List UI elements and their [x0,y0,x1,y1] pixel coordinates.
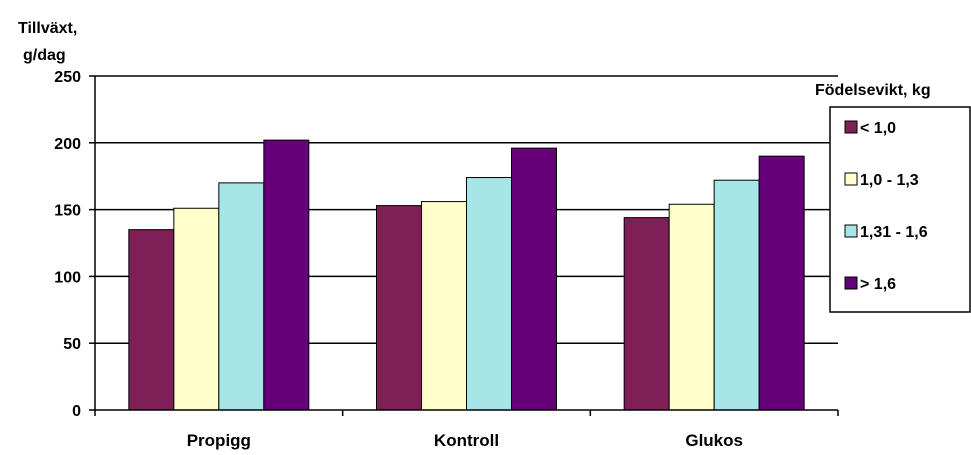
bar [376,205,422,411]
y-tick-label: 150 [54,203,81,220]
legend-swatch [844,172,858,186]
bar [263,139,310,411]
category-labels: Propigg Kontroll Glukos [187,431,743,450]
bar [668,203,715,411]
bars [128,139,805,411]
legend-swatch [844,224,858,238]
y-tick-label: 50 [63,336,81,353]
y-tick-label: 200 [54,136,81,153]
legend-label: 1,31 - 1,6 [860,224,928,241]
y-tick-label: 0 [72,403,81,420]
y-tick-label: 250 [54,69,81,86]
y-tick-label: 100 [54,269,81,286]
category-label: Propigg [187,431,251,450]
y-axis-label-line1: Tillväxt, [18,20,77,37]
y-axis-label-line2: g/dag [23,47,66,64]
bar [466,177,512,411]
legend-swatch [844,276,858,290]
bar [713,179,760,411]
legend-label: 1,0 - 1,3 [860,172,919,189]
bar [173,207,220,411]
legend-label: > 1,6 [860,276,896,293]
bar [218,182,265,411]
bar [128,229,175,411]
y-tick-labels: 0 50 100 150 200 250 [54,69,81,420]
legend-swatch [844,120,858,134]
category-label: Kontroll [434,431,499,450]
bar [511,147,557,411]
axes [89,75,839,416]
legend-label: < 1,0 [860,120,896,137]
legend-title: Födelsevikt, kg [815,82,931,99]
bar [421,201,467,411]
bar [758,155,805,411]
legend: < 1,0 1,0 - 1,3 1,31 - 1,6 > 1,6 [844,120,928,293]
bar [623,217,670,411]
category-label: Glukos [685,431,743,450]
